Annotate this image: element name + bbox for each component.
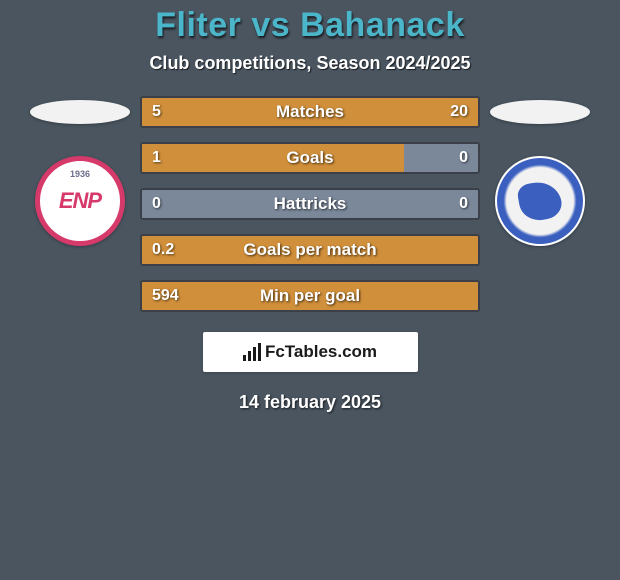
club-badge-right bbox=[495, 156, 585, 246]
badge-map-icon bbox=[516, 179, 564, 224]
left-player-col: 1936 ENP bbox=[20, 96, 140, 246]
stat-bar: 594Min per goal bbox=[140, 280, 480, 312]
match-date: 14 february 2025 bbox=[0, 392, 620, 413]
attribution-box: FcTables.com bbox=[203, 332, 418, 372]
stat-label: Goals bbox=[142, 144, 478, 172]
stat-label: Goals per match bbox=[142, 236, 478, 264]
stat-bar: 520Matches bbox=[140, 96, 480, 128]
badge-text: ENP bbox=[59, 188, 101, 214]
flag-left bbox=[30, 100, 130, 124]
attribution-text: FcTables.com bbox=[265, 342, 377, 362]
right-player-col bbox=[480, 96, 600, 246]
page-title: Fliter vs Bahanack bbox=[0, 6, 620, 45]
stat-bar: 00Hattricks bbox=[140, 188, 480, 220]
stats-area: 1936 ENP 520Matches 10Goals 00Hattricks 0.2… bbox=[0, 96, 620, 312]
stat-bar: 10Goals bbox=[140, 142, 480, 174]
content-wrapper: Fliter vs Bahanack Club competitions, Se… bbox=[0, 0, 620, 580]
stat-label: Matches bbox=[142, 98, 478, 126]
subtitle: Club competitions, Season 2024/2025 bbox=[0, 53, 620, 74]
badge-year: 1936 bbox=[70, 169, 90, 179]
stat-bar: 0.2Goals per match bbox=[140, 234, 480, 266]
chart-icon bbox=[243, 343, 261, 361]
stat-bars-column: 520Matches 10Goals 00Hattricks 0.2Goals per… bbox=[140, 96, 480, 312]
stat-label: Hattricks bbox=[142, 190, 478, 218]
flag-right bbox=[490, 100, 590, 124]
stat-label: Min per goal bbox=[142, 282, 478, 310]
club-badge-left: 1936 ENP bbox=[35, 156, 125, 246]
